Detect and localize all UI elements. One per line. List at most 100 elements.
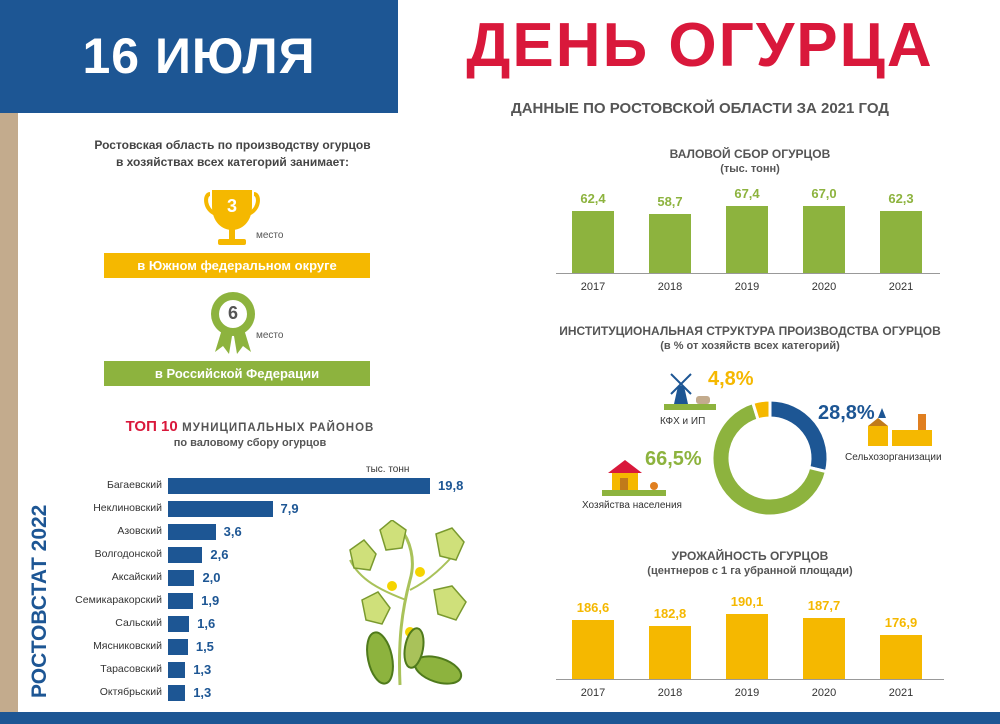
yield-value-label: 182,8 [653, 605, 687, 621]
bottom-bar [0, 712, 1000, 724]
rosette-icon [211, 292, 255, 354]
top10-district-label: Аксайский [111, 571, 162, 583]
top10-subtitle: по валовому сбору огурцов [173, 437, 327, 449]
top10-bar [168, 547, 203, 563]
place-number-sfd: 3 [226, 196, 237, 216]
pie-label-kfh: КФХ и ИП [660, 416, 706, 427]
top10-district-label: Сальский [115, 617, 162, 629]
top10-value-label: 1,3 [193, 685, 212, 700]
harvest-subtitle: (тыс. тонн) [720, 163, 780, 175]
donut-slice [710, 400, 829, 518]
top10-title: ТОП 10 МУНИЦИПАЛЬНЫХ РАЙОНОВ [60, 418, 440, 436]
top10-bar [168, 524, 216, 540]
pie-value-kfh: 4,8% [708, 368, 754, 390]
harvest-year-label: 2018 [657, 281, 683, 293]
top10-value-label: 1,5 [195, 639, 214, 654]
top10-district-label: Багаевский [106, 479, 162, 491]
pie-label-households: Хозяйства населения [582, 500, 682, 511]
harvest-value-label: 62,4 [580, 190, 606, 206]
harvest-bar [649, 214, 691, 273]
yield-bar [726, 614, 768, 679]
harvest-bar [572, 210, 614, 273]
pie-value-households: 66,5% [645, 448, 702, 470]
structure-subtitle: (в % от хозяйств всех категорий) [660, 340, 840, 352]
harvest-year-label: 2017 [580, 281, 606, 293]
harvest-bar [726, 205, 768, 273]
yield-value-label: 176,9 [884, 615, 918, 631]
pie-label-agro: Сельхозорганизации [845, 452, 942, 463]
house-icon [602, 460, 666, 496]
yield-bar [880, 635, 922, 679]
yield-year-label: 2017 [580, 687, 606, 699]
top10-value-label: 19,8 [438, 478, 464, 493]
yield-chart [0, 0, 1, 1]
top10-value-label: 1,9 [201, 593, 220, 608]
left-strip [0, 113, 18, 724]
top10-value-label: 2,0 [202, 570, 221, 585]
yield-year-label: 2018 [657, 687, 683, 699]
harvest-axis-line [556, 273, 940, 274]
top10-district-label: Семикаракорский [75, 594, 162, 606]
structure-donut [710, 398, 830, 518]
harvest-bar [880, 210, 922, 273]
harvest-year-label: 2021 [888, 281, 914, 293]
harvest-title: ВАЛОВОЙ СБОР ОГУРЦОВ [669, 147, 831, 161]
top10-district-label: Азовский [117, 525, 162, 537]
rankings-intro-line1: Ростовская область по производству огурц… [94, 138, 371, 152]
top10-unit: тыс. тонн [366, 464, 410, 475]
harvest-value-label: 67,0 [811, 186, 837, 201]
harvest-bar [803, 206, 845, 273]
harvest-year-label: 2019 [734, 281, 760, 293]
yield-axis-line [556, 679, 944, 680]
rankings-intro-line2: в хозяйствах всех категорий занимает: [115, 155, 350, 169]
top10-bar [168, 570, 195, 586]
harvest-value-label: 58,7 [657, 194, 683, 210]
harvest-value-label: 62,3 [888, 190, 914, 206]
top10-bar [168, 662, 186, 678]
yield-bar [803, 617, 845, 679]
top10-value-label: 3,6 [223, 524, 242, 539]
yield-subtitle: (центнеров с 1 га убранной площади) [647, 565, 853, 577]
harvest-year-label: 2020 [811, 281, 837, 293]
top10-bar [168, 593, 194, 609]
mesto-label-sfd: место [256, 230, 284, 241]
top10-district-label: Неклиновский [93, 502, 162, 514]
yield-year-label: 2019 [734, 687, 760, 699]
yield-value-label: 190,1 [730, 594, 764, 610]
donut-slice [750, 398, 772, 422]
top10-value-label: 1,6 [197, 616, 216, 631]
top10-bar [168, 501, 273, 517]
yield-year-label: 2020 [811, 687, 837, 699]
top10-bar [168, 478, 430, 494]
windmill-icon [664, 373, 716, 410]
farm-buildings-icon [868, 408, 932, 446]
place-number-rf: 6 [227, 303, 238, 323]
structure-title: ИНСТИТУЦИОНАЛЬНАЯ СТРУКТУРА ПРОИЗВОДСТВА… [559, 324, 941, 338]
yield-value-label: 187,7 [807, 597, 841, 613]
top10-bar [168, 639, 188, 655]
page-subtitle: ДАННЫЕ ПО РОСТОВСКОЙ ОБЛАСТИ ЗА 2021 ГОД [511, 100, 889, 117]
date-text: 16 ИЮЛЯ [82, 28, 316, 84]
top10-value-label: 2,6 [210, 547, 229, 562]
yield-value-label: 186,6 [576, 599, 610, 615]
top10-bar [168, 685, 186, 701]
top10-title-highlight: ТОП 10 [125, 418, 178, 435]
top10-title-rest: МУНИЦИПАЛЬНЫХ РАЙОНОВ [182, 422, 375, 434]
top10-district-label: Волгодонской [94, 548, 162, 560]
top10-value-label: 1,3 [193, 662, 212, 677]
mesto-label-rf: место [256, 330, 284, 341]
yield-bar [572, 619, 614, 679]
yield-title: УРОЖАЙНОСТЬ ОГУРЦОВ [671, 549, 829, 563]
date-banner [0, 0, 398, 113]
trophy-icon [204, 190, 260, 245]
page-title: ДЕНЬ ОГУРЦА [466, 11, 934, 80]
top10-bar [168, 616, 190, 632]
ribbon-sfd: в Южном федеральном округе [104, 253, 370, 278]
top10-district-label: Октябрьский [99, 686, 162, 698]
top10-district-label: Мясниковский [93, 640, 162, 652]
pie-value-agro: 28,8% [818, 402, 875, 424]
brand-vertical: РОСТОВСТАТ 2022 [28, 505, 51, 698]
ribbon-rf: в Российской Федерации [104, 361, 370, 386]
top10-district-label: Тарасовский [100, 663, 162, 675]
yield-year-label: 2021 [888, 687, 914, 699]
